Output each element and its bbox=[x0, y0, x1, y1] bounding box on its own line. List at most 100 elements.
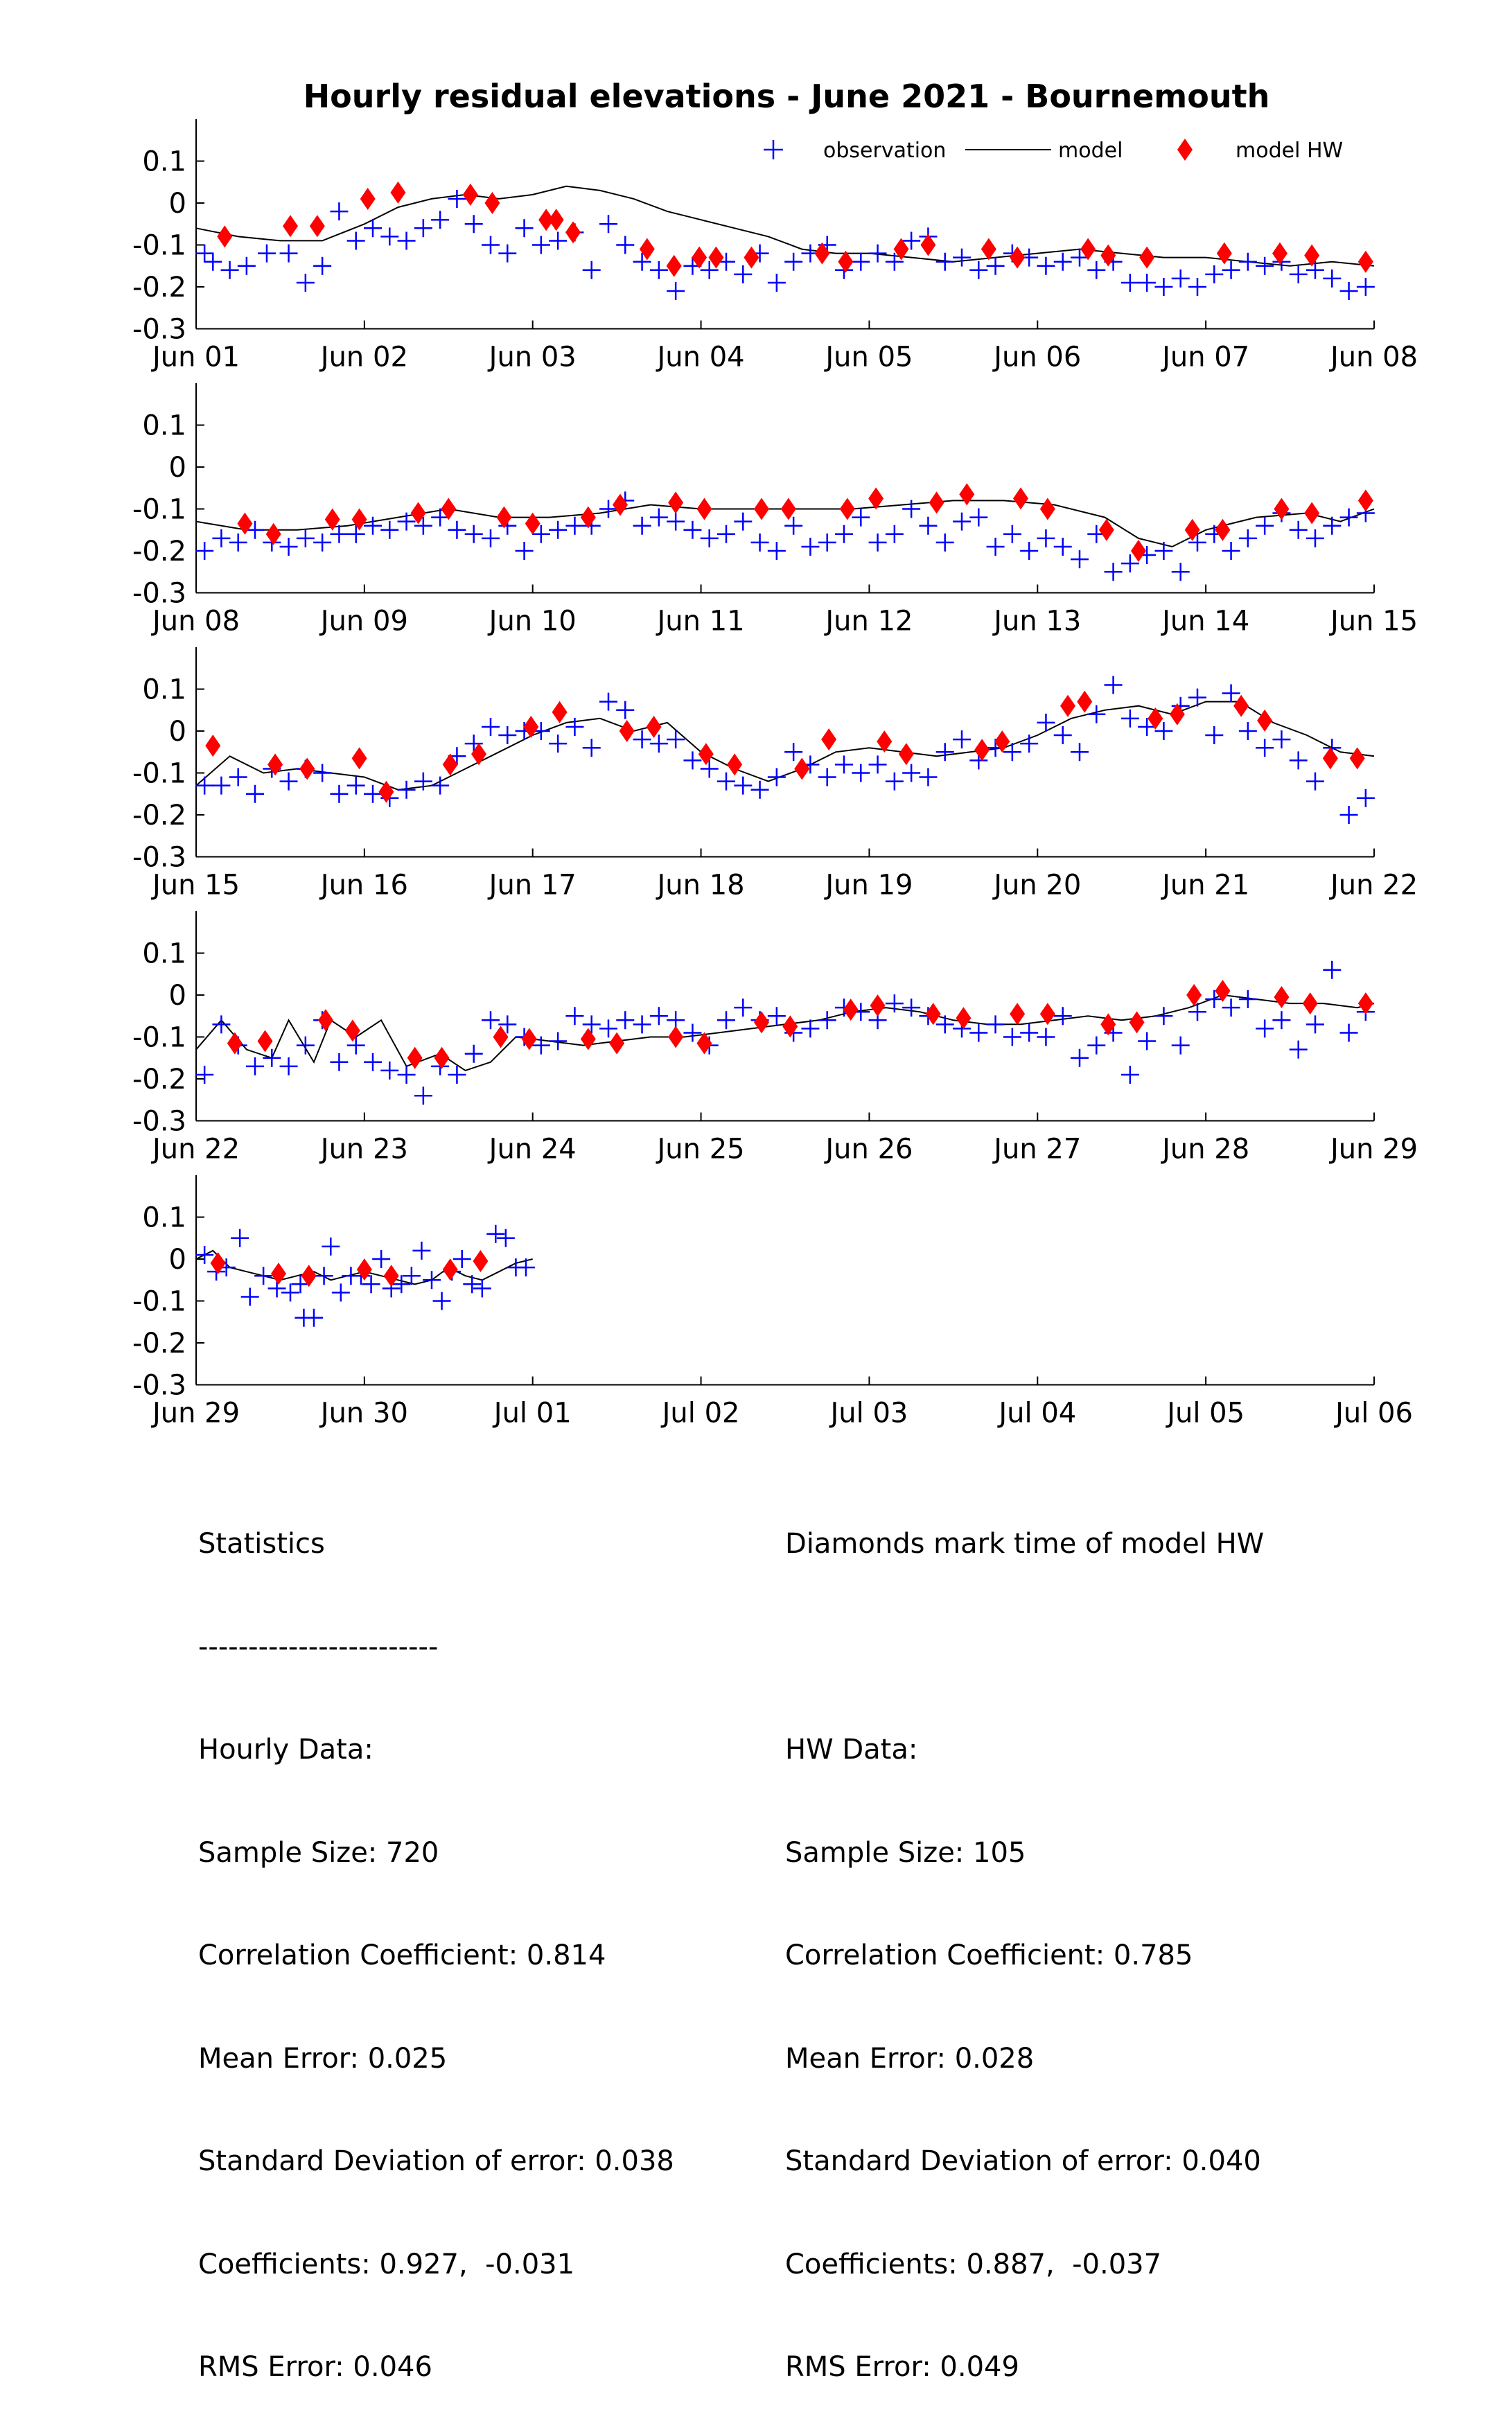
observation-point bbox=[801, 537, 820, 556]
observation-point bbox=[464, 215, 483, 234]
stats-coefficients: Coefficients: 0.927, -0.031 bbox=[198, 2248, 575, 2280]
observation-point bbox=[364, 784, 382, 803]
residual-elevation-chart: Hourly residual elevations - June 2021 -… bbox=[132, 78, 1418, 1430]
y-tick-label: 0.1 bbox=[142, 1202, 186, 1234]
observation-point bbox=[1339, 806, 1358, 824]
chart-legend: observation model model HW bbox=[764, 139, 1343, 163]
model-hw-marker bbox=[1039, 498, 1055, 520]
observation-point bbox=[364, 219, 382, 238]
model-hw-marker bbox=[639, 238, 655, 261]
model-hw-marker bbox=[217, 225, 233, 248]
observation-point bbox=[1339, 1023, 1358, 1042]
observation-point bbox=[818, 768, 836, 786]
observation-point bbox=[431, 776, 450, 795]
observation-point bbox=[649, 1007, 668, 1026]
observation-point bbox=[1138, 1032, 1157, 1050]
observation-point bbox=[717, 525, 735, 543]
observation-point bbox=[254, 1267, 273, 1285]
model-hw-marker bbox=[462, 183, 478, 206]
model-hw-marker bbox=[708, 246, 724, 269]
observation-point bbox=[496, 1229, 515, 1247]
y-tick-label: 0 bbox=[169, 1244, 186, 1276]
y-tick-label: 0.1 bbox=[142, 146, 186, 178]
observation-point bbox=[902, 231, 921, 250]
stats-heading: Statistics bbox=[198, 1528, 325, 1560]
observation-point bbox=[1256, 256, 1274, 275]
chart-title: Hourly residual elevations - June 2021 -… bbox=[304, 78, 1270, 115]
model-hw-marker bbox=[1357, 992, 1373, 1015]
y-tick-label: -0.3 bbox=[132, 314, 186, 346]
model-hw-marker bbox=[780, 498, 796, 520]
x-tick-label: Jun 22 bbox=[150, 1134, 240, 1165]
observation-point bbox=[397, 231, 416, 250]
model-hw-marker bbox=[1169, 703, 1185, 725]
model-hw-marker bbox=[525, 512, 540, 535]
model-hw-marker bbox=[407, 1046, 423, 1069]
observation-point bbox=[969, 261, 988, 279]
observation-point bbox=[486, 1224, 505, 1243]
observation-point bbox=[599, 1019, 617, 1038]
observation-point bbox=[700, 261, 719, 279]
model-hw-marker bbox=[839, 498, 855, 520]
observation-point bbox=[531, 1036, 550, 1055]
observation-point bbox=[229, 533, 247, 552]
observation-point bbox=[767, 1007, 786, 1026]
observation-point bbox=[582, 739, 601, 757]
observation-point bbox=[1020, 1023, 1039, 1042]
observation-point bbox=[498, 726, 517, 745]
observation-point bbox=[313, 764, 332, 782]
model-hw-marker bbox=[1274, 986, 1290, 1009]
observation-point bbox=[1154, 722, 1173, 740]
x-tick-label: Jun 26 bbox=[823, 1134, 913, 1165]
model-hw-marker bbox=[227, 1032, 243, 1055]
observation-point bbox=[322, 1237, 340, 1256]
y-tick-label: -0.3 bbox=[132, 1106, 186, 1138]
x-tick-label: Jun 14 bbox=[1160, 606, 1249, 637]
y-tick-label: -0.3 bbox=[132, 1370, 186, 1402]
observation-point bbox=[1020, 735, 1039, 753]
x-tick-label: Jun 09 bbox=[319, 606, 408, 637]
observation-point bbox=[515, 219, 534, 238]
model-hw-marker bbox=[521, 1028, 537, 1050]
observation-point bbox=[448, 1065, 466, 1084]
stats-std-dev: Standard Deviation of error: 0.040 bbox=[785, 2145, 1261, 2177]
observation-point bbox=[1188, 278, 1206, 296]
observation-point bbox=[1138, 717, 1157, 736]
observation-point bbox=[346, 231, 365, 250]
observation-point bbox=[346, 525, 365, 543]
x-tick-label: Jun 01 bbox=[150, 342, 240, 373]
x-tick-label: Jun 27 bbox=[992, 1134, 1081, 1165]
model-hw-marker bbox=[698, 743, 714, 766]
legend-model-hw-label: model HW bbox=[1236, 139, 1343, 163]
observation-point bbox=[683, 751, 702, 770]
observation-point bbox=[667, 282, 685, 301]
observation-point bbox=[852, 764, 870, 782]
observation-point bbox=[372, 1250, 391, 1268]
observation-point bbox=[784, 516, 803, 535]
model-hw-marker bbox=[265, 522, 281, 545]
observation-point bbox=[1104, 563, 1123, 581]
observation-point bbox=[1323, 516, 1342, 535]
model-hw-marker bbox=[1184, 518, 1200, 541]
observation-point bbox=[565, 717, 584, 736]
stats-group-label: HW Data: bbox=[785, 1734, 918, 1766]
observation-point bbox=[498, 244, 517, 263]
model-hw-marker bbox=[929, 491, 944, 514]
x-tick-label: Jun 20 bbox=[992, 870, 1081, 901]
y-tick-label: -0.2 bbox=[132, 800, 186, 832]
observation-point bbox=[1222, 542, 1240, 560]
y-tick-label: 0 bbox=[169, 980, 186, 1012]
observation-point bbox=[1238, 990, 1257, 1009]
observation-point bbox=[549, 1032, 568, 1050]
observation-point bbox=[717, 1011, 735, 1030]
stats-heading: Diamonds mark time of model HW bbox=[785, 1528, 1265, 1560]
model-hw-marker bbox=[441, 498, 457, 520]
observation-point bbox=[1154, 542, 1173, 560]
observation-point bbox=[1256, 739, 1274, 757]
observation-point bbox=[1154, 278, 1173, 296]
observation-point bbox=[423, 1271, 441, 1290]
y-tick-label: -0.1 bbox=[132, 758, 186, 790]
observation-point bbox=[279, 537, 298, 556]
model-hw-marker bbox=[473, 1250, 489, 1273]
